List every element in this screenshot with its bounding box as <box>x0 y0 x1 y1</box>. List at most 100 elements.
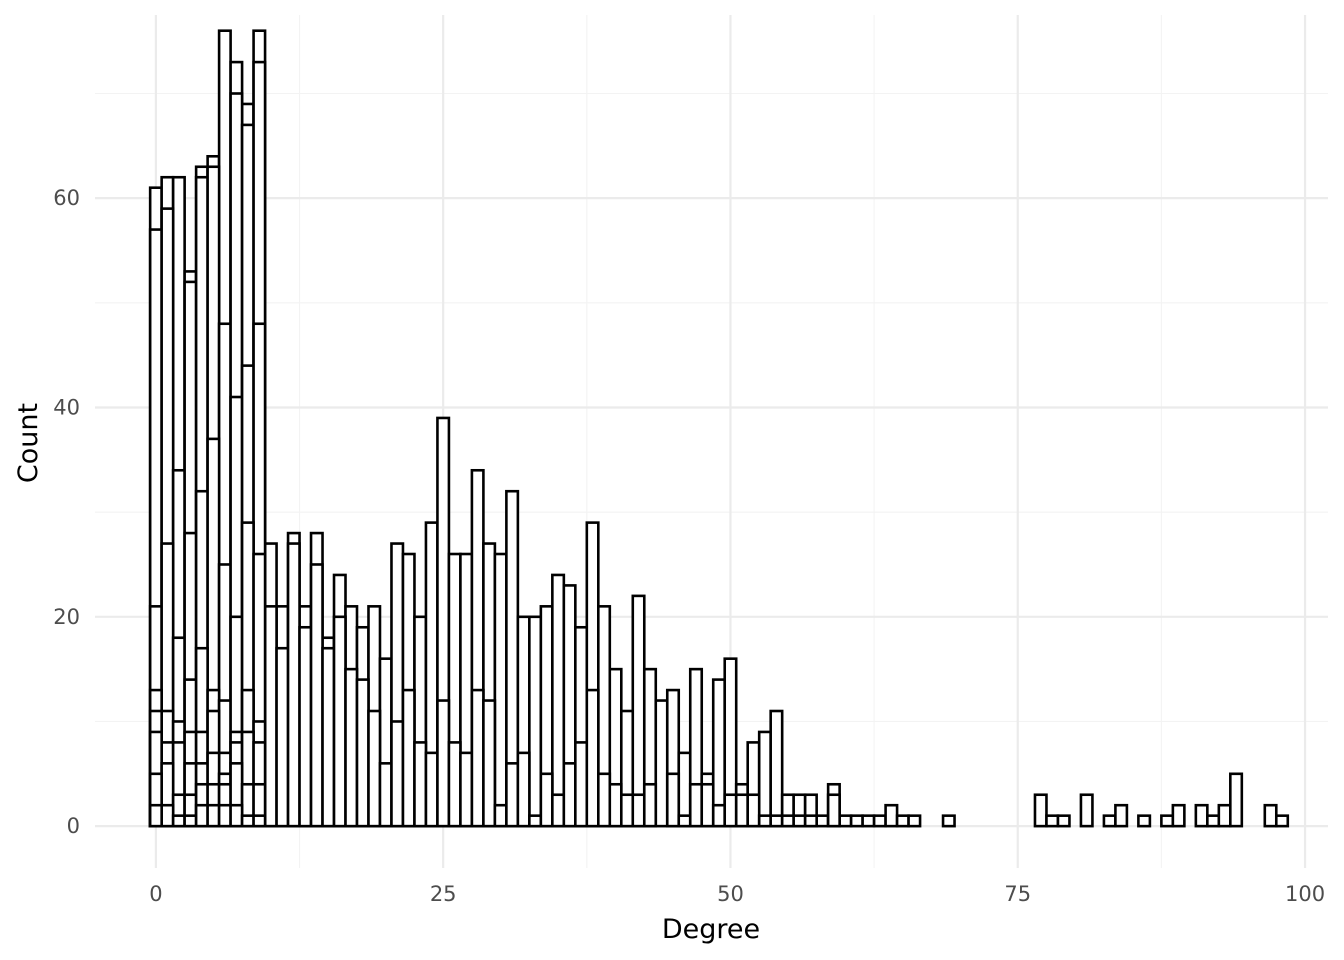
histogram-bar <box>1217 803 1232 828</box>
y-tick-label: 20 <box>53 605 80 629</box>
histogram-bar <box>849 814 864 828</box>
y-tick-label: 40 <box>53 395 80 419</box>
histogram-bar <box>401 688 416 828</box>
x-axis-title: Degree <box>662 914 760 945</box>
histogram-bar <box>424 751 439 828</box>
histogram-bar <box>608 782 623 828</box>
histogram-bar <box>1033 793 1048 828</box>
histogram-bar <box>378 762 393 828</box>
x-axis-tick-labels: 0 25 50 75 100 <box>149 882 1325 906</box>
histogram-bar <box>217 803 232 828</box>
histogram-bar <box>1206 814 1221 828</box>
histogram-bar <box>390 720 405 828</box>
histogram-bar <box>574 741 589 828</box>
histogram-bar <box>1079 793 1094 828</box>
histogram-bar <box>493 552 508 828</box>
histogram-bar <box>803 814 818 828</box>
histogram-bar <box>838 814 853 828</box>
histogram-bar <box>861 814 876 828</box>
minor-gridlines <box>95 15 1328 868</box>
histogram-bar <box>769 709 784 828</box>
histogram-bar <box>1171 803 1186 828</box>
histogram-bar <box>826 793 841 828</box>
histogram-bar <box>551 793 566 828</box>
histogram-bar <box>332 615 347 828</box>
histogram-bar <box>941 814 956 828</box>
histogram-bar <box>1137 814 1152 828</box>
histogram-bar <box>1263 803 1278 828</box>
histogram-bar <box>665 772 681 828</box>
histogram-bar <box>792 814 807 828</box>
histogram-bar <box>1160 814 1175 828</box>
y-axis-tick-labels: 0 20 40 60 <box>53 186 80 838</box>
histogram-bar <box>780 814 795 828</box>
histogram-bar <box>528 814 543 828</box>
y-axis-title: Count <box>13 403 44 483</box>
histogram-bar <box>757 814 772 828</box>
histogram-bar <box>1114 803 1129 828</box>
histogram-bar <box>562 762 577 828</box>
histogram-bar <box>895 814 910 828</box>
histogram-bar <box>688 782 704 828</box>
histogram-bar <box>757 730 772 828</box>
histogram-bar <box>493 803 508 828</box>
histogram-bar <box>413 741 428 828</box>
histogram-bar <box>367 709 382 828</box>
histogram-bar <box>206 803 221 828</box>
histogram-bar <box>298 625 313 828</box>
histogram-bar <box>872 814 887 828</box>
histogram-bar <box>183 814 198 828</box>
histogram-bar <box>252 814 267 828</box>
histogram-bar <box>734 793 749 828</box>
histogram-bar <box>275 646 290 828</box>
histogram-bar <box>746 793 761 828</box>
histogram-bar <box>1274 814 1290 828</box>
histogram-bar <box>171 814 186 828</box>
histogram-bar <box>585 688 600 828</box>
histogram-bar <box>1045 814 1060 828</box>
histogram-bar <box>344 667 359 828</box>
histogram-bar <box>309 563 324 828</box>
histogram-bar <box>459 751 474 828</box>
histogram-bar <box>884 803 899 828</box>
histogram-bar <box>321 646 336 828</box>
histogram-bar <box>723 793 738 828</box>
x-tick-label: 0 <box>149 882 162 906</box>
histogram-bar <box>1229 772 1244 828</box>
y-tick-label: 60 <box>53 186 80 210</box>
histogram-bar <box>769 814 784 828</box>
histogram-bar <box>539 772 554 828</box>
histogram-bar <box>436 699 451 828</box>
histogram-bar <box>528 615 543 828</box>
histogram-bar <box>355 678 370 828</box>
histogram-bar <box>619 793 635 828</box>
histogram-bar <box>631 793 646 828</box>
histogram-bar <box>286 542 301 828</box>
histogram-bar <box>907 814 922 828</box>
histogram-bar <box>551 573 566 828</box>
x-tick-label: 100 <box>1285 882 1325 906</box>
histogram-bar <box>482 699 497 828</box>
histogram-bar <box>654 699 669 828</box>
histogram-bar <box>516 751 531 828</box>
histogram-bar <box>447 741 462 828</box>
histogram-bar <box>229 803 244 828</box>
histogram-bar <box>711 803 727 828</box>
histogram-bar <box>1194 803 1209 828</box>
histogram-bar <box>505 762 520 828</box>
histogram-bar <box>700 782 715 828</box>
histogram-bar <box>815 814 830 828</box>
histogram-bar <box>677 814 692 828</box>
histogram-bar <box>240 814 255 828</box>
histogram-bar <box>263 605 278 828</box>
histogram-bar <box>194 803 209 828</box>
y-tick-label: 0 <box>67 814 80 838</box>
x-tick-label: 25 <box>430 882 457 906</box>
histogram-bar <box>160 803 175 828</box>
histogram-bar <box>1056 814 1071 828</box>
histogram-bar <box>631 594 646 828</box>
histogram-bar <box>148 803 163 828</box>
x-tick-label: 50 <box>717 882 744 906</box>
histogram-bar <box>470 688 485 828</box>
